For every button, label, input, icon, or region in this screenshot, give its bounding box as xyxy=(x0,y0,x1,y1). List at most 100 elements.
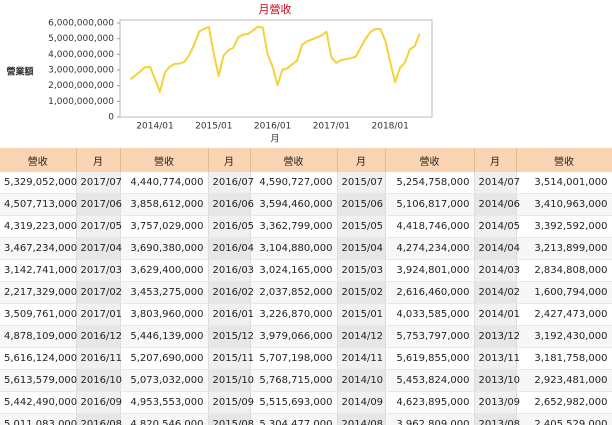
table-row: 2,217,329,000 2017/02 3,453,275,000 2016/02… xyxy=(0,281,612,304)
month-cell: 2016/08 xyxy=(76,413,122,425)
month-cell: 2015/05 xyxy=(337,215,386,238)
table-row: 5,442,490,000 2016/09 4,953,553,000 2015/09… xyxy=(0,391,612,414)
month-cell: 2015/06 xyxy=(337,193,386,216)
table-row: 4,878,109,000 2016/12 5,446,139,000 2015/12… xyxy=(0,325,612,348)
table-row: 3,509,761,000 2017/01 3,803,960,000 2016/01… xyxy=(0,303,612,326)
table-row: 3,467,234,000 2017/04 3,690,380,000 2016/04… xyxy=(0,237,612,260)
header-cell: 月 xyxy=(474,148,517,172)
revenue-cell: 2,616,460,000 xyxy=(385,281,475,304)
revenue-cell: 5,304,477,000 xyxy=(250,413,338,425)
table-row: 4,319,223,000 2017/05 3,757,029,000 2016/05… xyxy=(0,215,612,238)
revenue-cell: 5,329,052,000 xyxy=(0,172,77,194)
revenue-cell: 2,652,982,000 xyxy=(516,391,612,414)
revenue-cell: 5,619,855,000 xyxy=(385,347,475,370)
month-cell: 2016/02 xyxy=(208,281,254,304)
x-axis-label: 月 xyxy=(270,134,279,145)
month-cell: 2017/06 xyxy=(76,193,122,216)
month-cell: 2013/11 xyxy=(474,347,520,370)
revenue-cell: 5,442,490,000 xyxy=(0,391,77,414)
month-cell: 2013/08 xyxy=(474,413,520,425)
revenue-cell: 3,803,960,000 xyxy=(120,303,209,326)
revenue-cell: 5,453,824,000 xyxy=(385,369,475,392)
table-row: 3,142,741,000 2017/03 3,629,400,000 2016/03… xyxy=(0,259,612,282)
revenue-cell: 5,768,715,000 xyxy=(250,369,338,392)
revenue-cell: 3,514,001,000 xyxy=(516,172,612,194)
month-cell: 2015/01 xyxy=(337,303,386,326)
header-cell: 月 xyxy=(208,148,251,172)
revenue-cell: 3,362,799,000 xyxy=(250,215,338,238)
revenue-cell: 2,037,852,000 xyxy=(250,281,338,304)
y-tick-label: 2,000,000,000 xyxy=(48,81,114,91)
y-tick-label: 6,000,000,000 xyxy=(48,19,114,29)
month-cell: 2017/05 xyxy=(76,215,122,238)
month-cell: 2014/12 xyxy=(337,325,386,348)
x-tick-label: 2014/01 xyxy=(136,122,173,132)
month-cell: 2016/04 xyxy=(208,237,254,260)
y-tick-label: 3,000,000,000 xyxy=(48,66,114,76)
revenue-cell: 3,104,880,000 xyxy=(250,237,338,260)
y-tick-label: 4,000,000,000 xyxy=(48,50,114,60)
revenue-cell: 5,616,124,000 xyxy=(0,347,77,370)
month-cell: 2015/02 xyxy=(337,281,386,304)
month-cell: 2016/09 xyxy=(76,391,122,414)
revenue-cell: 5,254,758,000 xyxy=(385,172,475,194)
revenue-cell: 2,217,329,000 xyxy=(0,281,77,304)
revenue-cell: 2,405,529,000 xyxy=(516,413,612,425)
month-cell: 2016/10 xyxy=(76,369,122,392)
revenue-cell: 3,226,870,000 xyxy=(250,303,338,326)
month-cell: 2014/08 xyxy=(337,413,386,425)
month-cell: 2017/02 xyxy=(76,281,122,304)
revenue-cell: 4,590,727,000 xyxy=(250,172,338,194)
revenue-cell: 3,410,963,000 xyxy=(516,193,612,216)
revenue-cell: 3,924,801,000 xyxy=(385,259,475,282)
revenue-cell: 3,142,741,000 xyxy=(0,259,77,282)
y-tick-label: 0 xyxy=(108,113,114,123)
x-tick-label: 2018/01 xyxy=(372,122,409,132)
header-cell: 營收 xyxy=(0,148,77,172)
header-cell: 營收 xyxy=(516,148,612,172)
x-tick-label: 2017/01 xyxy=(313,122,350,132)
month-cell: 2014/11 xyxy=(337,347,386,370)
table-row: 4,507,713,000 2017/06 3,858,612,000 2016/06… xyxy=(0,193,612,216)
month-cell: 2015/07 xyxy=(337,172,386,194)
month-cell: 2015/12 xyxy=(208,325,254,348)
month-cell: 2015/08 xyxy=(208,413,254,425)
month-cell: 2016/03 xyxy=(208,259,254,282)
revenue-cell: 3,213,899,000 xyxy=(516,237,612,260)
revenue-cell: 3,594,460,000 xyxy=(250,193,338,216)
month-cell: 2015/04 xyxy=(337,237,386,260)
revenue-cell: 3,024,165,000 xyxy=(250,259,338,282)
month-cell: 2017/03 xyxy=(76,259,122,282)
chart-title: 月營收 xyxy=(259,2,292,16)
revenue-cell: 4,033,585,000 xyxy=(385,303,475,326)
header-row: 營收月營收月營收月營收月營收 xyxy=(0,148,612,172)
revenue-cell: 4,820,546,000 xyxy=(120,413,209,425)
revenue-cell: 4,440,774,000 xyxy=(120,172,209,194)
header-cell: 營收 xyxy=(120,148,209,172)
revenue-cell: 4,274,234,000 xyxy=(385,237,475,260)
table-row: 5,613,579,000 2016/10 5,073,032,000 2015/10… xyxy=(0,369,612,392)
y-axis-label: 營業額 xyxy=(5,66,33,78)
revenue-cell: 4,507,713,000 xyxy=(0,193,77,216)
month-cell: 2013/10 xyxy=(474,369,520,392)
revenue-line xyxy=(129,25,421,93)
month-cell: 2015/09 xyxy=(208,391,254,414)
revenue-cell: 2,834,808,000 xyxy=(516,259,612,282)
month-cell: 2015/03 xyxy=(337,259,386,282)
table-row: 5,329,052,000 2017/07 4,440,774,000 2016/07… xyxy=(0,172,612,194)
y-tick-label: 1,000,000,000 xyxy=(48,97,114,107)
revenue-cell: 5,753,797,000 xyxy=(385,325,475,348)
chart: 月營收 營業額 月 0 1,000,000,000 2,000,000,000 3,0… xyxy=(5,2,433,145)
month-cell: 2013/09 xyxy=(474,391,520,414)
month-cell: 2014/09 xyxy=(337,391,386,414)
month-cell: 2014/07 xyxy=(474,172,520,194)
revenue-cell: 4,319,223,000 xyxy=(0,215,77,238)
month-cell: 2014/10 xyxy=(337,369,386,392)
month-cell: 2016/06 xyxy=(208,193,254,216)
revenue-cell: 3,757,029,000 xyxy=(120,215,209,238)
revenue-table: 營收月營收月營收月營收月營收 5,329,052,000 2017/07 4,440… xyxy=(0,148,612,425)
revenue-cell: 5,446,139,000 xyxy=(120,325,209,348)
revenue-cell: 3,509,761,000 xyxy=(0,303,77,326)
revenue-cell: 5,073,032,000 xyxy=(120,369,209,392)
